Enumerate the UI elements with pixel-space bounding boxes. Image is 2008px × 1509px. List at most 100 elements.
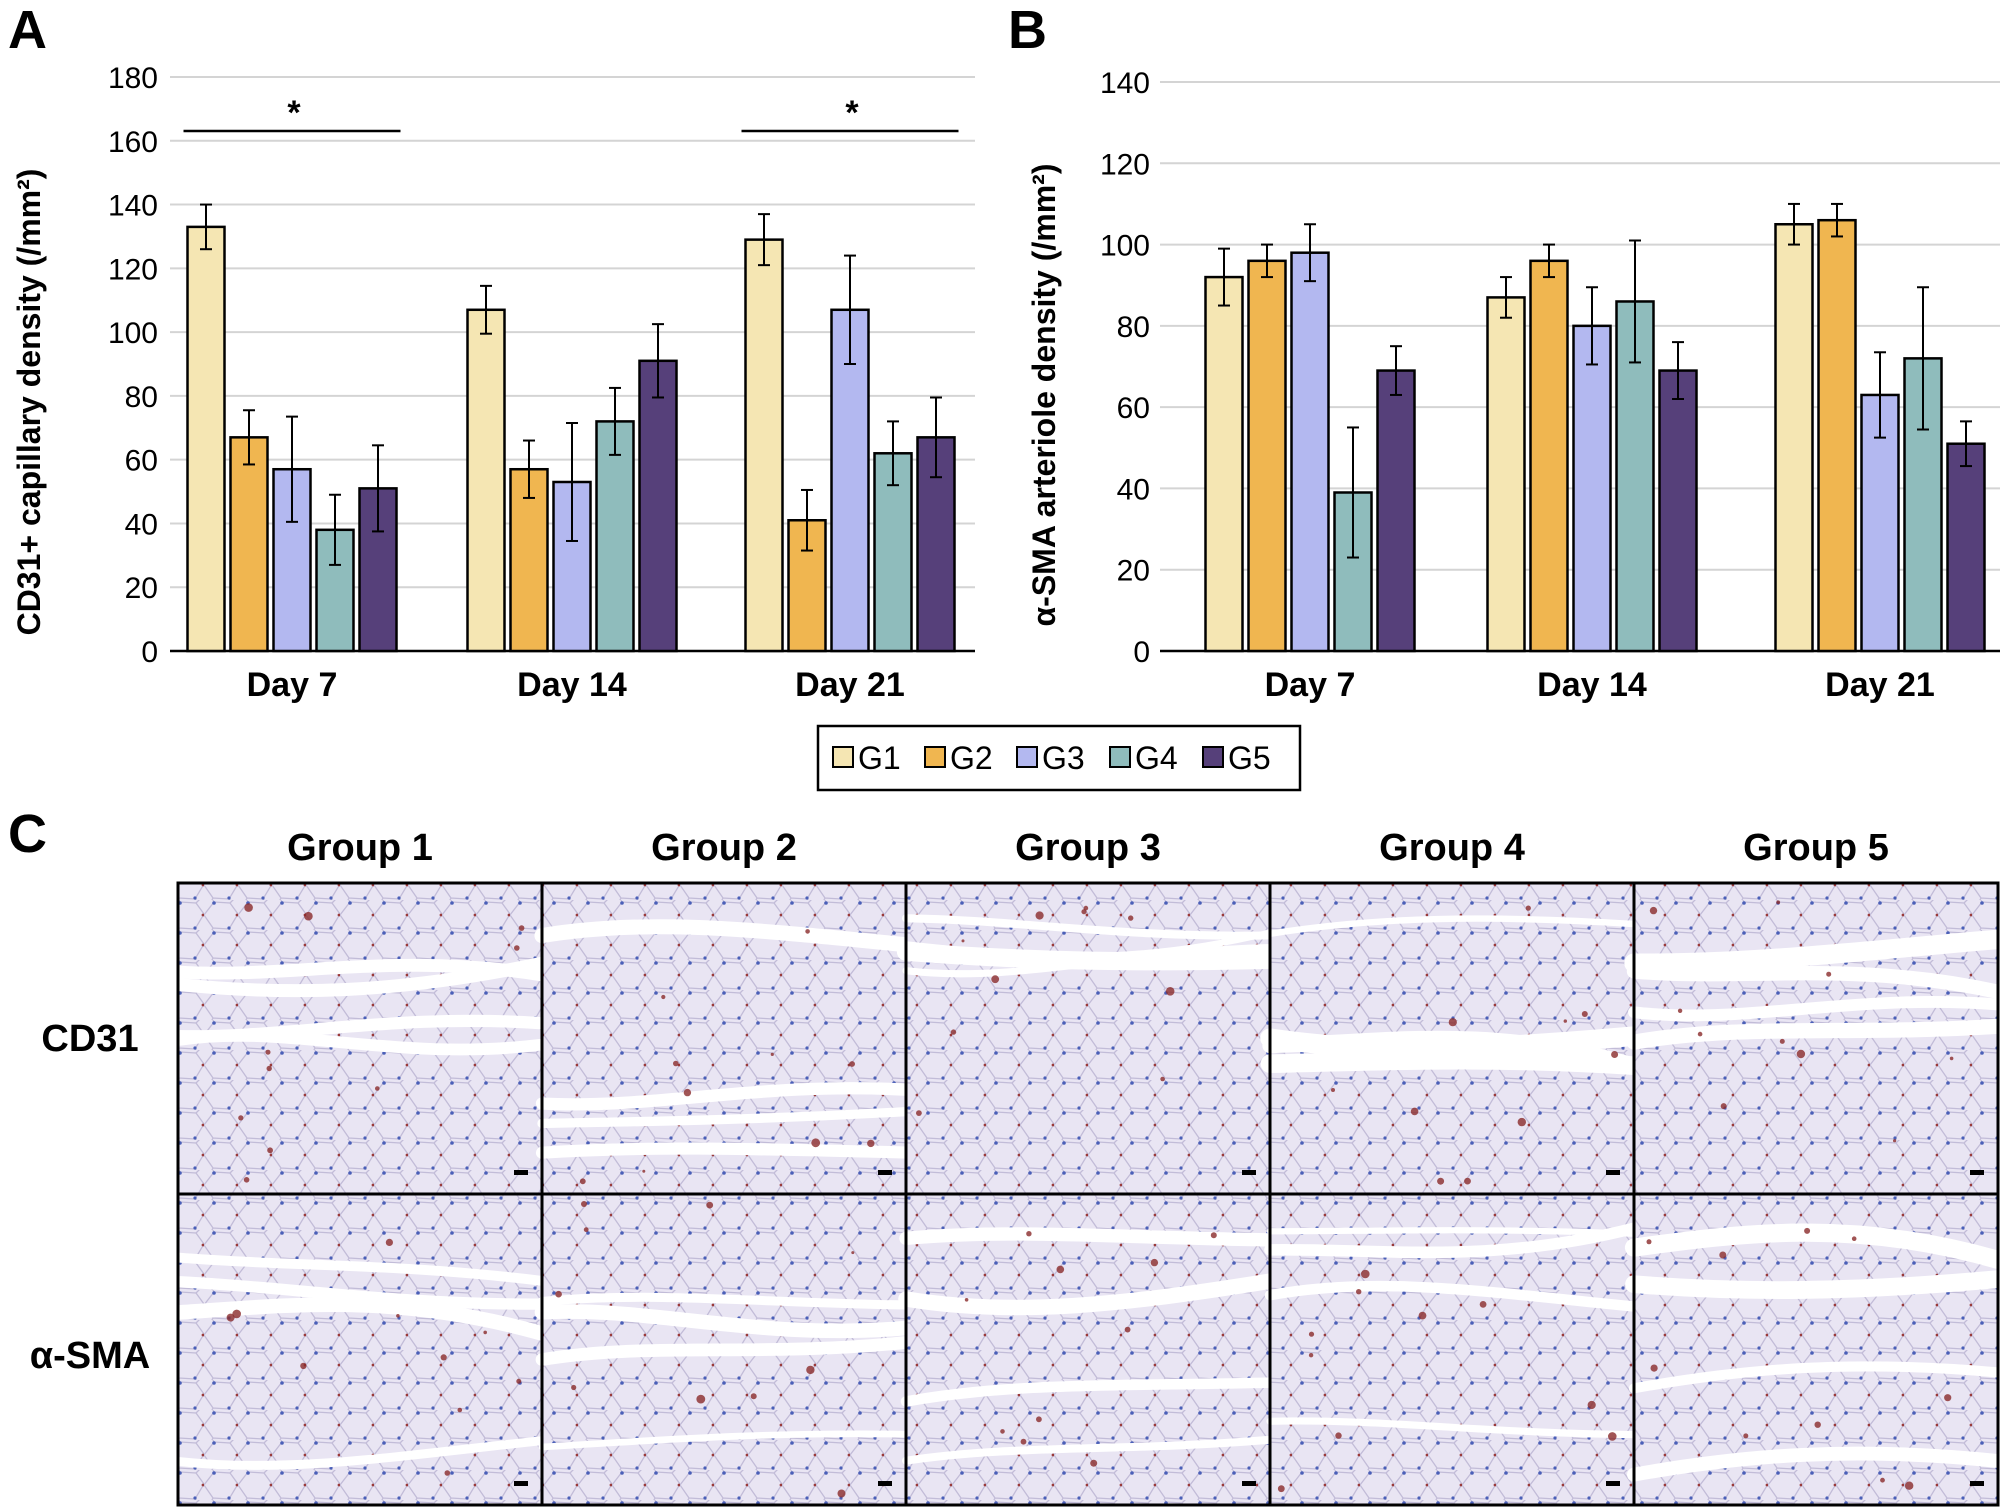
y-tick-label: 20	[125, 572, 158, 605]
legend-swatch	[1109, 746, 1131, 768]
group-header: Group 5	[1743, 827, 1889, 869]
bar-g1-day-7	[1204, 275, 1244, 653]
chart-a-bars	[186, 203, 956, 653]
legend-swatch	[1202, 746, 1224, 768]
y-tick-label: 120	[1100, 148, 1150, 181]
y-tick-label: 40	[125, 508, 158, 541]
significance-marker: *	[183, 94, 401, 133]
legend-item-g2: G2	[924, 740, 993, 776]
y-tick-label: 100	[108, 317, 158, 350]
bar-g5-day-21	[1946, 442, 1986, 653]
image-frame	[1632, 1192, 2000, 1507]
histology-row-labels: CD31 α-SMA	[30, 1018, 150, 1377]
bar-g2-day-7	[1247, 259, 1287, 653]
error-bar	[1960, 420, 1972, 468]
stain-row-label: α-SMA	[30, 1335, 150, 1377]
error-bar	[286, 415, 298, 523]
y-tick-label: 160	[108, 126, 158, 159]
bar-g4-day-21	[873, 452, 913, 653]
bar-g1-day-14	[466, 308, 506, 653]
y-tick-label: 100	[1100, 230, 1150, 263]
histology-image-sma-group-3	[898, 1192, 1278, 1507]
x-category-label: Day 14	[517, 666, 627, 704]
error-bar	[1543, 243, 1555, 279]
bar-g1-day-21	[744, 238, 784, 653]
error-bar	[801, 488, 813, 552]
histology-image-sma-group-4	[1264, 1192, 1640, 1507]
legend-label: G4	[1135, 740, 1178, 776]
y-tick-label: 0	[141, 636, 158, 669]
chart-a-y-axis-label: CD31+ capillary density (/mm²)	[11, 169, 47, 636]
bar-g1-day-7	[186, 225, 226, 653]
chart-b-bars	[1204, 202, 1986, 653]
error-bar	[1831, 202, 1843, 238]
x-category-label: Day 21	[795, 666, 905, 704]
error-bar	[329, 493, 341, 566]
group-header: Group 4	[1379, 827, 1525, 869]
histology-image-cd31-group-5	[1624, 881, 2008, 1196]
y-tick-label: 20	[1117, 555, 1150, 588]
bar-g3-day-7	[1290, 251, 1330, 653]
error-bar	[566, 421, 578, 542]
bar-g2-day-21	[1817, 218, 1857, 653]
error-bar	[1347, 426, 1359, 559]
significance-marker: *	[741, 94, 959, 133]
legend-label: G2	[950, 740, 993, 776]
legend-item-g5: G5	[1202, 740, 1271, 776]
bar-g5-day-7	[1376, 369, 1416, 653]
error-bar	[1304, 223, 1316, 283]
histology-images	[170, 881, 2008, 1507]
legend-item-g4: G4	[1109, 740, 1178, 776]
y-tick-label: 140	[108, 190, 158, 223]
legend-label: G5	[1228, 740, 1271, 776]
chart-b-categories: Day 7 Day 14 Day 21	[1265, 666, 1935, 704]
histology-image-sma-group-5	[1624, 1192, 2008, 1507]
bar-g3-day-14	[1572, 324, 1612, 653]
error-bar	[243, 409, 255, 466]
bar-g4-day-21	[1903, 357, 1943, 653]
legend-item-g1: G1	[832, 740, 901, 776]
chart-b-y-ticks: 0 20 40 60 80 100 120 140	[1100, 67, 1150, 669]
stain-row-label: CD31	[41, 1018, 138, 1060]
legend-label: G3	[1042, 740, 1085, 776]
error-bar	[1390, 345, 1402, 396]
bar-g1-day-14	[1486, 296, 1526, 653]
y-tick-label: 80	[125, 381, 158, 414]
error-bar	[1672, 341, 1684, 401]
error-bar	[480, 284, 492, 335]
panel-letter-c: C	[8, 804, 47, 864]
error-bar	[1917, 286, 1929, 431]
y-tick-label: 140	[1100, 67, 1150, 100]
chart-a-significance: * *	[183, 94, 959, 133]
error-bar	[1629, 239, 1641, 364]
bar-g5-day-14	[1658, 369, 1698, 653]
chart-a-y-ticks: 0 20 40 60 80 100 120 140 160 180	[108, 62, 158, 669]
legend-swatch	[1016, 746, 1038, 768]
error-bar	[1500, 276, 1512, 319]
x-category-label: Day 14	[1537, 666, 1647, 704]
panel-letter-a: A	[8, 0, 47, 60]
y-tick-label: 180	[108, 62, 158, 95]
svg-text:*: *	[845, 94, 859, 132]
histology-image-cd31-group-3	[896, 881, 1280, 1196]
x-category-label: Day 7	[1265, 666, 1356, 704]
histology-image-sma-group-1	[170, 1192, 550, 1507]
histology-image-cd31-group-1	[171, 881, 549, 1196]
histology-column-headers: Group 1 Group 2 Group 3 Group 4 Group 5	[287, 827, 1889, 869]
legend-swatch	[924, 746, 946, 768]
legend: G1 G2 G3 G4 G5	[816, 724, 1302, 792]
chart-b: 0 20 40 60 80 100 120 140 Day 7 Day 14 Day 21 α-S…	[1026, 67, 2000, 704]
x-category-label: Day 21	[1825, 666, 1935, 704]
error-bar	[1788, 202, 1800, 246]
x-category-label: Day 7	[247, 666, 338, 704]
group-header: Group 3	[1015, 827, 1161, 869]
bar-g3-day-21	[830, 308, 870, 653]
bar-g4-day-14	[595, 420, 635, 653]
histology-image-cd31-group-4	[1260, 881, 1644, 1196]
y-tick-label: 60	[1117, 392, 1150, 425]
legend-item-g3: G3	[1016, 740, 1085, 776]
error-bar	[1218, 247, 1230, 307]
error-bar	[758, 213, 770, 267]
